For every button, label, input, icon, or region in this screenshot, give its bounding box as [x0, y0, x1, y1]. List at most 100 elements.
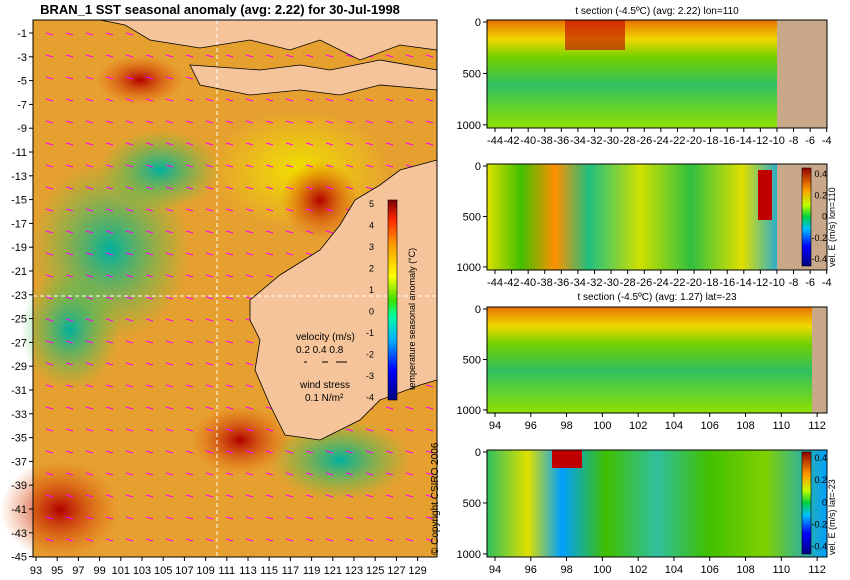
colorbar-tick-label: 0	[369, 307, 374, 317]
map-x-tick-label: 111	[218, 565, 235, 577]
p2-x-tick-label: -24	[653, 277, 669, 289]
map-x-tick-label: 113	[239, 565, 257, 577]
p3-x-tick-label: 110	[773, 420, 791, 432]
p4-x-tick-label: 100	[593, 564, 611, 576]
map-x-tick-label: 105	[154, 565, 172, 577]
p2-x-tick-label: -30	[603, 277, 619, 289]
p3-x-tick-label: 106	[701, 420, 719, 432]
vel-section-lat-jet	[552, 450, 582, 468]
p2-x-tick-label: -6	[805, 277, 815, 289]
t-section-lon-frame	[486, 19, 828, 129]
map-x-tick-label: 101	[112, 565, 130, 577]
t-section-lon-field	[487, 20, 827, 128]
map-y-tick-label: -21	[11, 266, 27, 278]
p1-x-tick-label: -12	[752, 135, 768, 147]
vel-colorbar-lat	[801, 451, 812, 555]
map-y-tick-label: -15	[11, 195, 27, 207]
map-y-tick-label: -1	[17, 28, 27, 40]
p1-x-tick-label: -34	[570, 135, 586, 147]
t-section-lon-title: t section (-4.5ºC) (avg: 2.22) lon=110	[575, 6, 739, 17]
sst-map: -1-3-5-7-9-11-13-15-17-19-21-23-25-27-29…	[0, 19, 438, 577]
velocity-legend-label: velocity (m/s)	[296, 332, 355, 343]
p4-x-tick-label: 112	[808, 564, 826, 576]
p4-x-tick-label: 108	[736, 564, 754, 576]
p3-x-tick-label: 94	[489, 420, 501, 432]
map-x-tick-label: 127	[387, 565, 405, 577]
p4-x-tick-label: 106	[701, 564, 719, 576]
p4-y-tick-label: 1000	[457, 549, 481, 561]
p1-x-tick-label: -26	[636, 135, 652, 147]
p4-x-tick-label: 102	[629, 564, 647, 576]
p1-x-tick-label: -36	[553, 135, 569, 147]
p4-cb-label: 0	[822, 497, 827, 507]
p1-x-tick-label: -28	[620, 135, 636, 147]
vel-section-lon-field	[487, 164, 827, 270]
p2-x-tick-label: -18	[703, 277, 719, 289]
wind-legend-label: wind stress	[300, 380, 351, 391]
t-section-lat-y-axis: 0 500 1000	[457, 304, 487, 417]
p3-x-tick-label: 98	[560, 420, 572, 432]
p3-x-tick-label: 112	[808, 420, 826, 432]
map-x-tick-label: 125	[366, 565, 384, 577]
colorbar-tick-label: -3	[366, 371, 374, 381]
map-x-tick-label: 117	[282, 565, 300, 577]
p3-x-tick-label: 96	[525, 420, 537, 432]
p3-y-tick-label: 500	[463, 354, 481, 366]
p2-cb-label: 0.4	[814, 169, 827, 179]
p1-x-tick-label: -22	[669, 135, 685, 147]
map-y-tick-label: -37	[11, 456, 27, 468]
vel-section-lon-jet	[758, 170, 772, 220]
p2-x-tick-label: -40	[520, 277, 536, 289]
p3-y-tick-label: 0	[475, 304, 481, 316]
p2-x-tick-label: -16	[719, 277, 735, 289]
p4-y-tick-label: 500	[463, 498, 481, 510]
p1-x-tick-label: -40	[520, 135, 536, 147]
t-section-lon-y-axis: 0 500 1000	[457, 17, 487, 132]
colorbar-gradient	[387, 199, 398, 401]
p4-x-tick-label: 98	[560, 564, 572, 576]
map-x-tick-label: 119	[303, 565, 321, 577]
map-x-tick-label: 121	[324, 565, 342, 577]
wind-legend-value: 0.1 N/m²	[305, 393, 344, 404]
p1-y-tick-label: 1000	[457, 120, 481, 132]
map-x-tick-label: 93	[30, 565, 42, 577]
t-section-lat-title: t section (-4.5ºC) (avg: 1.27) lat=-23	[577, 292, 737, 303]
map-y-tick-label: -19	[11, 242, 27, 254]
p1-x-tick-label: -42	[504, 135, 520, 147]
t-section-lat-field	[487, 307, 827, 413]
p1-x-tick-label: -16	[719, 135, 735, 147]
p2-y-tick-label: 1000	[457, 262, 481, 274]
map-x-tick-label: 109	[196, 565, 214, 577]
t-section-lat-frame	[486, 306, 828, 414]
vel-colorbar-lon	[801, 167, 812, 267]
p2-x-tick-label: -20	[686, 277, 702, 289]
p4-x-tick-label: 94	[489, 564, 501, 576]
p2-x-tick-label: -14	[736, 277, 752, 289]
p2-x-tick-label: -34	[570, 277, 586, 289]
p1-x-tick-label: -18	[703, 135, 719, 147]
colorbar: 5 4 3 2 1 0 -1 -2 -3 -4	[366, 199, 398, 403]
map-x-tick-label: 115	[260, 565, 278, 577]
vel-section-lat-y-axis: 0 500 1000	[457, 447, 487, 561]
vel-colorbar-lon-ticks: 0.4 0.2 0 -0.2 -0.4	[811, 169, 827, 264]
vel-section-lat-field	[487, 450, 827, 557]
colorbar-tick-label: 3	[369, 242, 374, 252]
p2-cb-label: 0	[822, 212, 827, 222]
map-y-tick-label: -25	[11, 314, 27, 326]
t-section-lon-warm-core	[565, 20, 625, 50]
p1-x-tick-label: -6	[805, 135, 815, 147]
p4-cb-label: 0.2	[814, 475, 827, 485]
map-y-tick-label: -9	[17, 123, 27, 135]
p2-x-tick-label: -10	[769, 277, 785, 289]
vel-section-lon-y-axis: 0 500 1000	[457, 161, 487, 274]
p1-y-tick-label: 0	[475, 17, 481, 29]
map-x-tick-label: 107	[175, 565, 193, 577]
map-y-tick-label: -3	[17, 52, 27, 64]
p2-cb-label: 0.2	[814, 190, 827, 200]
map-y-tick-label: -5	[17, 76, 27, 88]
map-y-tick-label: -17	[11, 218, 27, 230]
map-y-tick-label: -35	[11, 433, 27, 445]
vel-section-lon-x-axis: -44 -42 -40 -38 -36 -34 -32 -30 -28 -26 -24 -22 -20-…	[487, 270, 832, 289]
p1-x-tick-label: -24	[653, 135, 669, 147]
map-y-tick-label: -45	[11, 552, 27, 564]
